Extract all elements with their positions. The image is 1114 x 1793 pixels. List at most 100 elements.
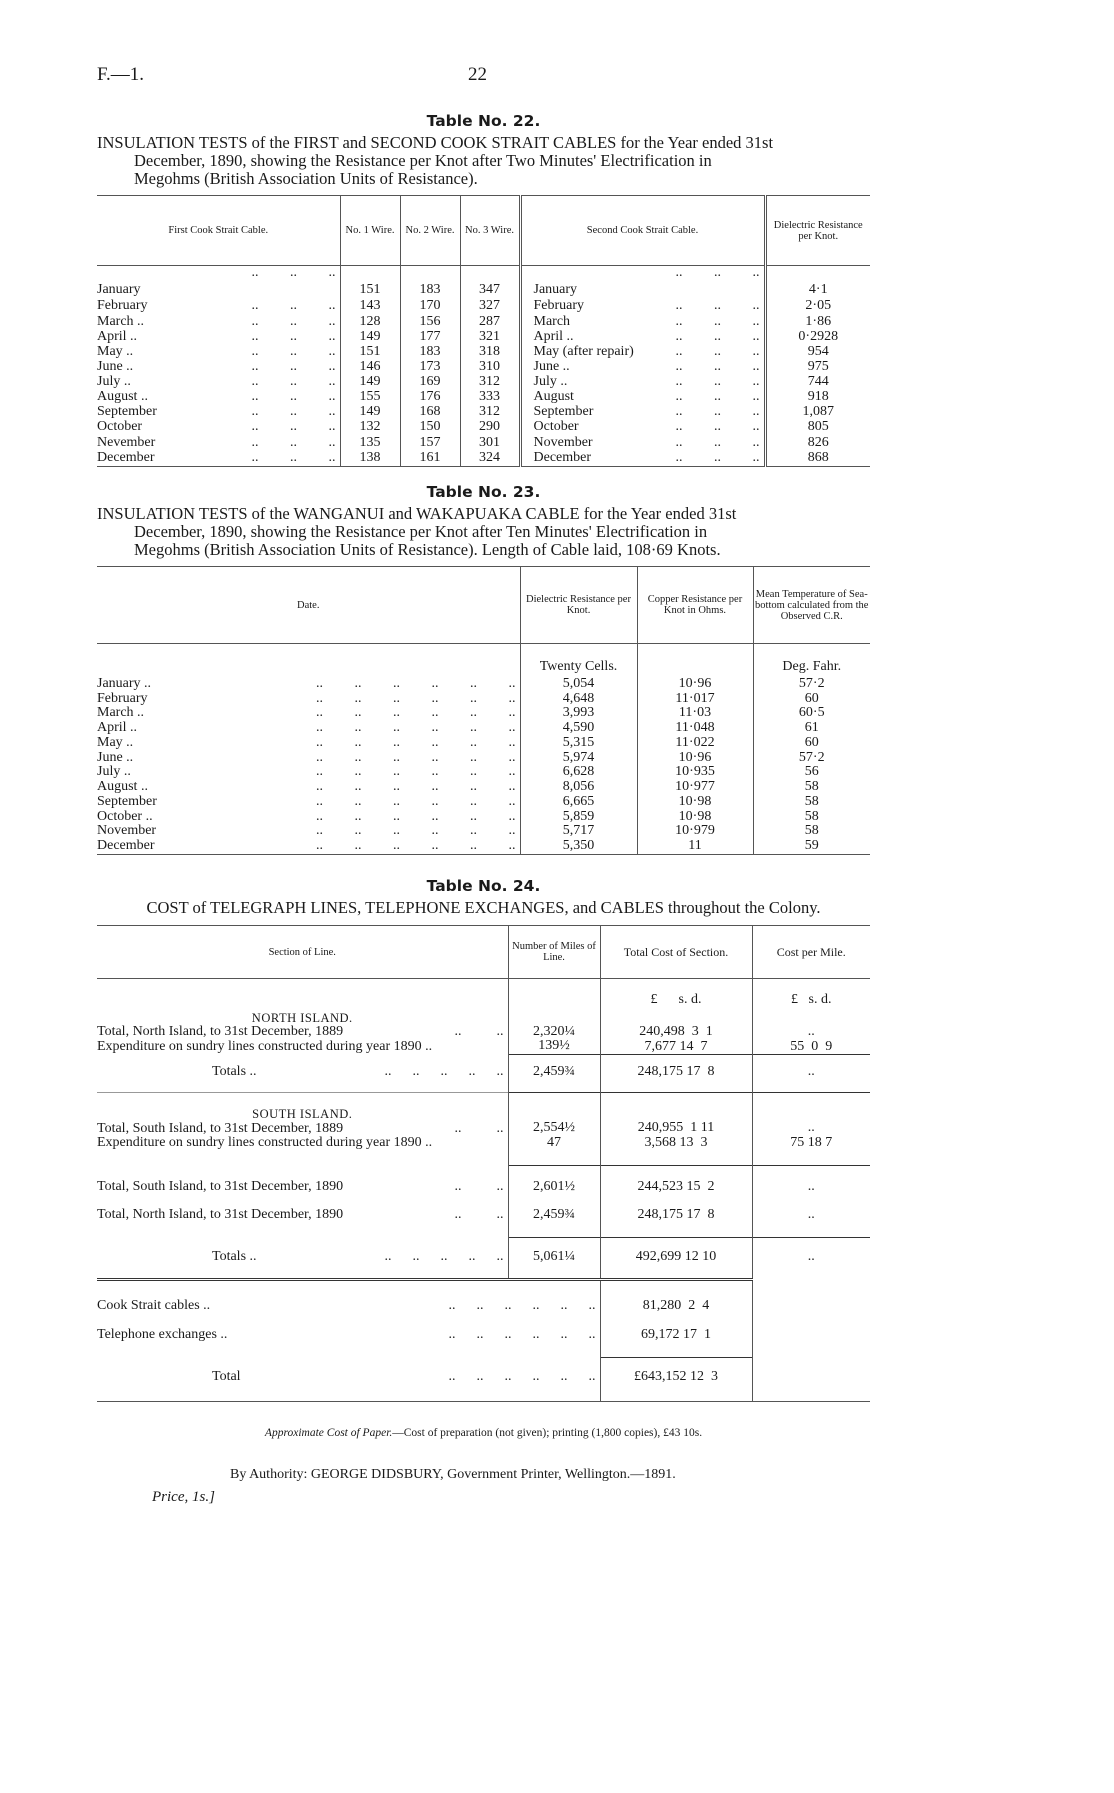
dielectric-value: 5,859 [519, 809, 637, 825]
unit-label: Deg. Fahr. [752, 643, 870, 677]
miles: 5,061¼ [507, 1237, 600, 1280]
month-label: December.. .. .. [518, 450, 765, 467]
month-label: July .... .. .. [97, 374, 336, 390]
col-header: No. 3 Wire. [459, 195, 520, 267]
no2-value: 183 [399, 265, 460, 300]
month-label: October.. .. .. [518, 420, 765, 436]
month-label: January.. .. .. [97, 265, 336, 298]
dielectric-value: 3,993 [519, 706, 637, 722]
table-row: July .... .. .. 149 169 312 July .... .. .. 7… [97, 374, 870, 391]
month-label: January .... .. .. .. .. .. [97, 675, 516, 691]
month-label: June .... .. .. [97, 358, 336, 374]
row-label: Totals .. [212, 1248, 257, 1264]
month-label: September.. .. .. [97, 404, 336, 420]
cost: 248,175 17 8 [637, 1207, 715, 1223]
no3-value: 347 [459, 265, 520, 300]
dielectric-value: 4,648 [519, 691, 637, 707]
cost: 7,677 14 7 [644, 1038, 708, 1054]
month-label: May (after repair).. .. .. [518, 344, 765, 360]
copper-value: 11·03 [636, 706, 753, 722]
month-label: October .... .. .. .. .. .. [97, 808, 516, 824]
unit-label: £ s. d. [650, 992, 702, 1007]
extras-rows: Cook Strait cables .... .. .. .. .. .. T… [97, 1278, 870, 1358]
month-label: November.. .. .. .. .. .. [97, 823, 516, 839]
col-header: Total Cost of Section. [599, 925, 752, 979]
col-header: Dielectric Resistance per Knot. [763, 195, 870, 267]
row-label: Total, South Island, to 31st December, 1… [97, 1178, 344, 1194]
caption-line: December, 1890, showing the Resistance p… [134, 522, 708, 541]
row-label: Total, North Island, to 31st December, 1… [97, 1024, 504, 1040]
dielectric-value: 954 [763, 344, 870, 360]
col-header: Number of Miles of Line. [507, 925, 600, 979]
page-header-ref: F.—1. [97, 64, 145, 85]
copper-value: 11·022 [636, 735, 753, 751]
temperature-value: 56 [752, 765, 870, 781]
copper-value: 11·048 [636, 721, 753, 736]
no2-value: 168 [399, 405, 460, 421]
month-label: August .... .. .. .. .. .. [97, 779, 516, 795]
temperature-value: 58 [752, 809, 870, 825]
copper-value: 11·017 [636, 691, 753, 707]
col-header: No. 1 Wire. [339, 195, 400, 267]
miles: 47 [547, 1134, 561, 1150]
table-row: April .... .. .. .. .. .. 4,590 11·048 61 [97, 720, 870, 736]
miles: 2,320¼ [533, 1024, 575, 1039]
no1-value: 149 [339, 405, 400, 421]
no3-value: 312 [459, 405, 520, 421]
no3-value: 287 [459, 314, 520, 330]
col-header: No. 2 Wire. [399, 195, 460, 267]
table-row: February.. .. .. 143 170 327 February.. .. .… [97, 299, 870, 315]
north-island-block: NORTH ISLAND. Total, North Island, to 31… [97, 978, 870, 1055]
no3-value: 290 [459, 420, 520, 436]
no1-value: 135 [339, 435, 400, 451]
no2-value: 157 [399, 435, 460, 451]
copper-value: 10·98 [636, 794, 753, 810]
north-totals-row: Totals .... .. .. .. .. 2,459¾ 248,175 1… [97, 1054, 870, 1093]
cost: 244,523 15 2 [637, 1179, 715, 1195]
dielectric-value: 918 [763, 389, 870, 406]
table-row: Nevember.. .. .. 135 157 301 November.. .. .… [97, 435, 870, 451]
no1-value: 143 [339, 299, 400, 315]
month-label: October.. .. .. [97, 419, 336, 435]
table-22-caption: INSULATION TESTS of the FIRST and SECOND… [97, 134, 870, 188]
no2-value: 150 [399, 420, 460, 436]
table-row: October.. .. .. 132 150 290 October.. .. .. 8… [97, 419, 870, 436]
south-island-block: SOUTH ISLAND. Total, South Island, to 31… [97, 1092, 870, 1166]
temperature-value: 60 [752, 735, 870, 751]
cost-per-mile: .. [807, 1120, 815, 1136]
row-label: Total, South Island, to 31st December, 1… [97, 1120, 504, 1136]
month-label: March.. .. .. [518, 314, 765, 330]
month-label: April .... .. .. [518, 329, 765, 345]
caption-line: Megohms (British Association Units of Re… [134, 169, 478, 188]
table-row: February.. .. .. .. .. .. 4,648 11·017 60 [97, 691, 870, 707]
no1-value: 138 [339, 450, 400, 467]
cost: £643,152 12 3 [599, 1357, 752, 1402]
table-23: Date. Dielectric Resistance per Knot. Co… [97, 566, 870, 855]
no1-value: 151 [339, 344, 400, 360]
table-row: August .... .. .. 155 176 333 August.. .. ..… [97, 389, 870, 406]
dielectric-value: 4·1 [763, 265, 870, 300]
dielectric-value: 0·2928 [763, 329, 870, 345]
month-label: August.. .. .. [518, 389, 765, 406]
table-row: March .... .. .. 128 156 287 March.. .. .. 1·… [97, 314, 870, 330]
no2-value: 183 [399, 344, 460, 360]
month-label: May .... .. .. [97, 343, 336, 359]
col-header: First Cook Strait Cable. [97, 195, 340, 267]
table-row: March .... .. .. .. .. .. 3,993 11·03 60·5 [97, 706, 870, 722]
no3-value: 327 [459, 299, 520, 315]
cost-per-mile: .. [807, 1179, 815, 1195]
no3-value: 333 [459, 389, 520, 406]
table-row: September.. .. .. 149 168 312 September.. ..… [97, 404, 870, 421]
no1-value: 149 [339, 374, 400, 391]
dielectric-value: 5,350 [519, 838, 637, 855]
temperature-value: 58 [752, 824, 870, 840]
month-label: August .... .. .. [97, 389, 336, 405]
no1-value: 128 [339, 314, 400, 330]
no2-value: 177 [399, 329, 460, 345]
table-row: December.. .. .. .. .. .. 5,350 11 59 [97, 838, 870, 855]
dielectric-value: 5,054 [519, 676, 637, 692]
summary-rows: Total, South Island, to 31st December, 1… [97, 1165, 870, 1238]
miles: 2,459¾ [507, 1054, 600, 1093]
copper-value: 10·96 [636, 676, 753, 692]
